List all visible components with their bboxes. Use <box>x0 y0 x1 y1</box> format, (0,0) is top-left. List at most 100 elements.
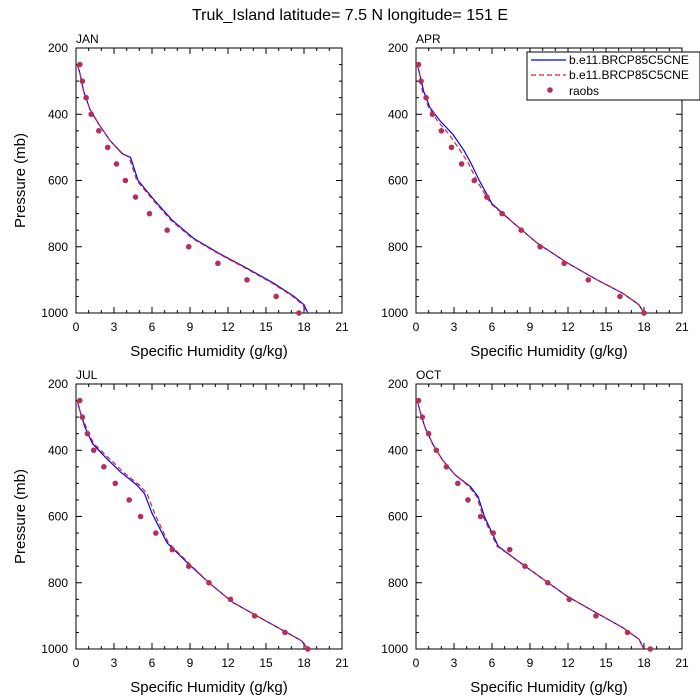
raobs-point-oct-5 <box>455 481 461 487</box>
x-tick-label-jan: 9 <box>187 320 194 334</box>
raobs-point-oct-6 <box>465 497 471 503</box>
raobs-point-jul-9 <box>169 547 175 553</box>
model-solid-line-apr <box>417 65 644 313</box>
raobs-point-oct-1 <box>420 414 426 420</box>
x-tick-label-jan: 3 <box>111 320 118 334</box>
raobs-point-apr-8 <box>484 194 490 200</box>
y-axis-label-jul: Pressure (mb) <box>12 469 29 564</box>
raobs-point-apr-7 <box>471 178 477 184</box>
panel-oct: OCT0 3 6 9 12 15 18 212004006008001000Specific … <box>381 368 689 696</box>
model-solid-line-jul <box>77 401 307 649</box>
raobs-point-jan-6 <box>114 161 120 167</box>
raobs-point-jan-2 <box>83 95 89 101</box>
y-tick-label-apr: 1000 <box>381 306 408 320</box>
y-tick-label-oct: 400 <box>388 443 408 457</box>
raobs-point-jan-9 <box>147 211 153 217</box>
raobs-point-oct-0 <box>416 398 422 404</box>
x-tick-label-jul: 21 <box>335 656 349 670</box>
x-tick-label-apr: 0 <box>413 320 420 334</box>
legend-label-raobs: raobs <box>569 84 599 98</box>
legend: b.e11.BRCP85C5CNE b.e11.BRCP85C5CNE raob… <box>527 52 700 100</box>
raobs-point-jan-14 <box>273 294 279 300</box>
raobs-point-jul-0 <box>77 398 83 404</box>
raobs-point-apr-12 <box>561 261 567 267</box>
raobs-point-apr-1 <box>418 78 424 84</box>
raobs-point-apr-2 <box>423 95 429 101</box>
raobs-point-oct-3 <box>433 447 439 453</box>
raobs-point-apr-6 <box>459 161 465 167</box>
raobs-point-apr-9 <box>499 211 505 217</box>
x-tick-label-apr: 3 <box>451 320 458 334</box>
raobs-point-jul-15 <box>305 646 311 652</box>
y-tick-label-oct: 800 <box>388 576 408 590</box>
y-tick-label-apr: 600 <box>388 174 408 188</box>
model-dashed-line-oct <box>417 401 644 649</box>
x-tick-label-jan: 6 <box>149 320 156 334</box>
raobs-point-jul-7 <box>138 514 144 520</box>
raobs-point-jan-3 <box>88 111 94 117</box>
panel-jul: JUL 0 3 6 9 12 15 18 21 200 400 600 800 1000 Specific … <box>12 368 349 696</box>
raobs-point-jan-5 <box>105 145 111 151</box>
raobs-point-oct-2 <box>426 431 432 437</box>
raobs-point-apr-11 <box>537 244 543 250</box>
legend-label-solid: b.e11.BRCP85C5CNE <box>569 53 689 67</box>
x-tick-label-apr: 15 <box>599 320 613 334</box>
y-tick-label-jan: 600 <box>48 174 68 188</box>
raobs-point-oct-7 <box>478 514 484 520</box>
x-tick-label-jul: 0 <box>73 656 80 670</box>
y-tick-label-oct: 1000 <box>381 642 408 656</box>
raobs-point-jul-4 <box>101 464 107 470</box>
x-tick-label-jul: 6 <box>149 656 156 670</box>
x-tick-label-jan: 12 <box>221 320 235 334</box>
y-tick-label-jan: 800 <box>48 240 68 254</box>
raobs-point-jan-1 <box>80 78 86 84</box>
x-tick-label-oct: 0 <box>413 656 420 670</box>
panel-label-jan: JAN <box>76 32 99 46</box>
model-dashed-line-apr <box>417 65 644 313</box>
raobs-point-oct-4 <box>444 464 450 470</box>
x-tick-label-oct: 9 <box>527 656 534 670</box>
raobs-point-apr-0 <box>416 62 422 68</box>
x-tick-label-oct: 21 <box>675 656 689 670</box>
raobs-point-jul-1 <box>80 414 86 420</box>
y-tick-label-jan: 200 <box>48 41 68 55</box>
y-tick-label-oct: 600 <box>388 510 408 524</box>
x-tick-label-oct: 18 <box>637 656 651 670</box>
raobs-point-jul-8 <box>153 530 159 536</box>
raobs-point-jul-2 <box>85 431 91 437</box>
plot-frame-jul <box>76 384 342 649</box>
raobs-point-jul-11 <box>206 580 212 586</box>
x-tick-label-jan: 18 <box>297 320 311 334</box>
y-tick-label-oct: 200 <box>388 377 408 391</box>
x-tick-label-apr: 21 <box>675 320 689 334</box>
x-axis-label-oct: Specific Humidity (g/kg) <box>470 679 628 696</box>
raobs-point-apr-13 <box>585 277 591 283</box>
y-tick-label-apr: 200 <box>388 41 408 55</box>
y-axis-label-jan: Pressure (mb) <box>12 133 29 228</box>
raobs-point-jan-8 <box>133 194 139 200</box>
y-tick-label-jul: 1000 <box>41 642 68 656</box>
x-axis-label-apr: Specific Humidity (g/kg) <box>470 343 628 360</box>
raobs-point-apr-4 <box>439 128 445 134</box>
x-tick-label-jul: 12 <box>221 656 235 670</box>
raobs-point-oct-11 <box>545 580 551 586</box>
raobs-point-jan-15 <box>296 310 302 316</box>
raobs-point-jan-4 <box>96 128 102 134</box>
raobs-point-apr-3 <box>430 111 436 117</box>
x-tick-label-oct: 15 <box>599 656 613 670</box>
panel-label-apr: APR <box>416 32 441 46</box>
y-tick-label-jul: 800 <box>48 576 68 590</box>
x-axis-label-jan: Specific Humidity (g/kg) <box>130 343 288 360</box>
raobs-point-jul-5 <box>112 481 118 487</box>
raobs-point-jan-12 <box>215 261 221 267</box>
y-tick-label-apr: 800 <box>388 240 408 254</box>
x-tick-label-apr: 12 <box>561 320 575 334</box>
x-tick-label-jan: 21 <box>335 320 349 334</box>
raobs-point-apr-5 <box>449 145 455 151</box>
raobs-point-oct-8 <box>490 530 496 536</box>
y-tick-label-jan: 400 <box>48 107 68 121</box>
raobs-point-jan-11 <box>186 244 192 250</box>
raobs-point-oct-10 <box>522 563 528 569</box>
panel-label-oct: OCT <box>416 368 442 382</box>
raobs-point-oct-14 <box>625 630 631 636</box>
